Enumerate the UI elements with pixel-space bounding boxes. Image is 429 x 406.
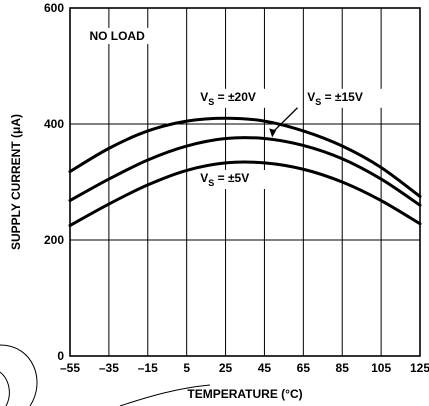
x-tick-labels: –55 –35 –15 5 25 45 65 85 105 125 [60,361,429,375]
series-label-vs-5v: VS = ±5V [200,171,249,188]
decorative-curve [0,371,10,406]
series-line-1 [68,116,422,198]
x-tick-label: 105 [371,361,391,375]
x-tick-label: 25 [219,361,233,375]
x-axis-title: TEMPERATURE (°C) [187,387,302,401]
x-tick-label: 5 [183,361,190,375]
plot-frame [69,7,421,357]
x-tick-label: 125 [410,361,429,375]
y-tick-label: 0 [57,349,64,363]
series-label-vs-15v: VS = ±15V [307,90,363,107]
series-layer [68,116,422,227]
series-labels: VS = ±20V VS = ±15V VS = ±5V [198,88,406,189]
series-line-2 [68,136,422,207]
x-tick-label: –15 [138,361,158,375]
y-tick-label: 200 [44,233,64,247]
x-tick-label: 85 [336,361,350,375]
leader-line-vs-15v [271,107,298,134]
annotation-background [86,27,161,44]
y-tick-label: 600 [44,1,64,15]
x-tick-label: –35 [99,361,119,375]
x-tick-label: 65 [297,361,311,375]
series-line-3 [68,160,422,227]
y-tick-label: 400 [44,117,64,131]
y-axis-title: SUPPLY CURRENT (μA) [9,114,23,250]
leader-arrow-vs-15v [269,128,277,138]
series-label-vs-20v: VS = ±20V [200,90,256,107]
annotation-no-load: NO LOAD [89,29,145,43]
series-label-vs-15v-background [305,88,406,108]
series-label-vs-5v-background [198,170,281,189]
x-tick-label: 45 [258,361,272,375]
x-tick-label: –55 [60,361,80,375]
decorative-curve [0,344,38,406]
y-tick-labels: 0 200 400 600 [44,1,64,363]
series-label-vs-20v-background [198,88,294,108]
decorative-curve [119,384,211,406]
